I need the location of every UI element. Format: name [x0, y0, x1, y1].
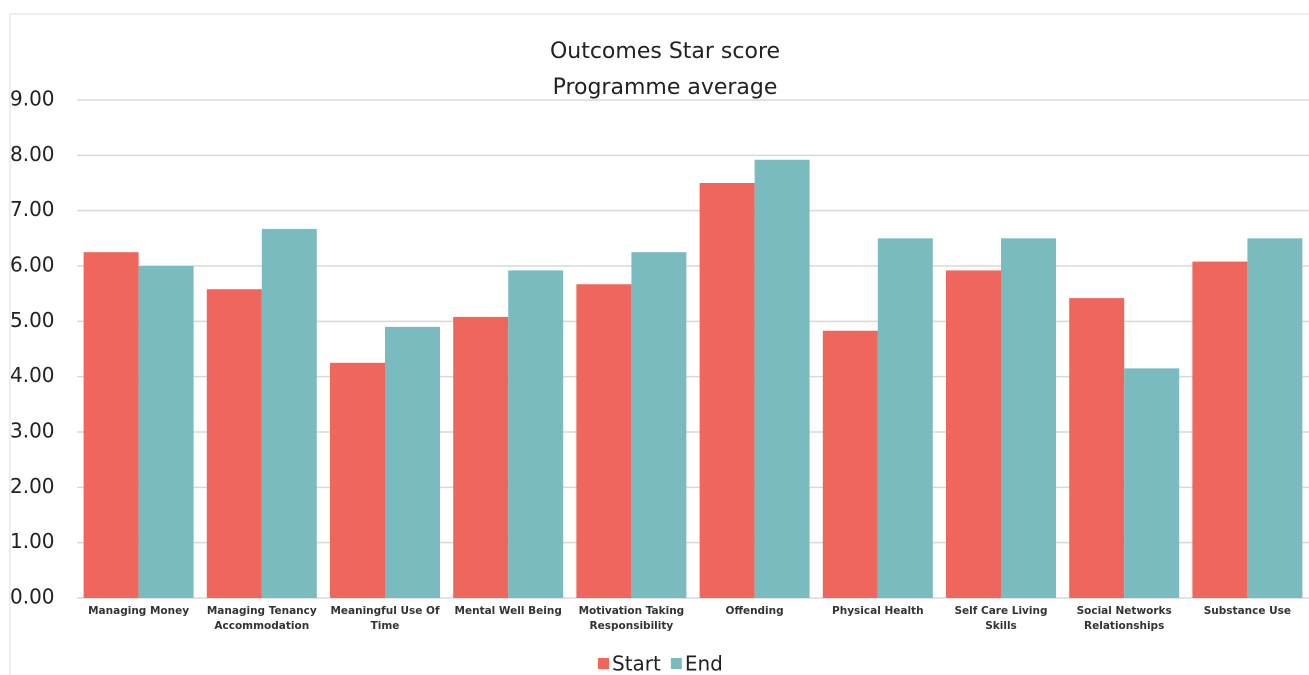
y-tick-label: 4.00: [10, 363, 55, 387]
x-tick-label: Substance Use: [1203, 605, 1292, 617]
bar: [453, 316, 509, 598]
bar: [699, 183, 755, 598]
bar: [508, 270, 564, 598]
y-tick-label: 5.00: [10, 308, 55, 332]
bar: [754, 159, 810, 598]
legend-label: End: [685, 652, 723, 675]
x-tick-label: Managing Tenancy Accommodation: [206, 605, 317, 632]
y-tick-label: 6.00: [10, 253, 55, 277]
y-tick-label: 8.00: [10, 142, 55, 166]
x-tick-label: Motivation Taking Responsibility: [578, 605, 685, 632]
bar: [1247, 238, 1303, 599]
bar: [576, 284, 632, 598]
x-tick-label: Self Care Living Skills: [954, 605, 1048, 632]
chart-title: Outcomes Star score: [550, 39, 780, 64]
bar: [385, 326, 440, 598]
y-tick-label: 1.00: [10, 529, 55, 553]
x-tick-label: Managing Money: [88, 605, 190, 617]
legend-swatch: [670, 658, 682, 669]
x-tick-label: Meaningful Use Of Time: [330, 605, 440, 632]
x-tick-label: Social Networks Relationships: [1076, 605, 1172, 632]
bar: [83, 252, 139, 598]
bar: [631, 252, 687, 598]
bar: [1001, 238, 1056, 599]
bar: [822, 330, 878, 598]
bar: [1124, 368, 1180, 598]
legend-swatch: [598, 658, 609, 669]
chart-subtitle: Programme average: [553, 75, 778, 100]
bar: [330, 362, 385, 598]
x-tick-label: Offending: [725, 605, 784, 617]
bar: [138, 266, 194, 598]
x-tick-label: Mental Well Being: [454, 605, 562, 617]
y-tick-label: 0.00: [10, 585, 55, 609]
y-tick-label: 3.00: [10, 419, 55, 443]
bar: [877, 238, 933, 599]
bar: [946, 270, 1001, 598]
y-tick-label: 7.00: [10, 197, 55, 221]
bar: [1069, 298, 1125, 598]
bar: [1192, 261, 1248, 598]
bar: [261, 228, 317, 598]
bar: [206, 289, 262, 598]
y-tick-label: 9.00: [10, 87, 55, 111]
legend-label: Start: [612, 652, 661, 675]
x-tick-label: Physical Health: [832, 605, 924, 617]
y-tick-label: 2.00: [10, 474, 55, 498]
